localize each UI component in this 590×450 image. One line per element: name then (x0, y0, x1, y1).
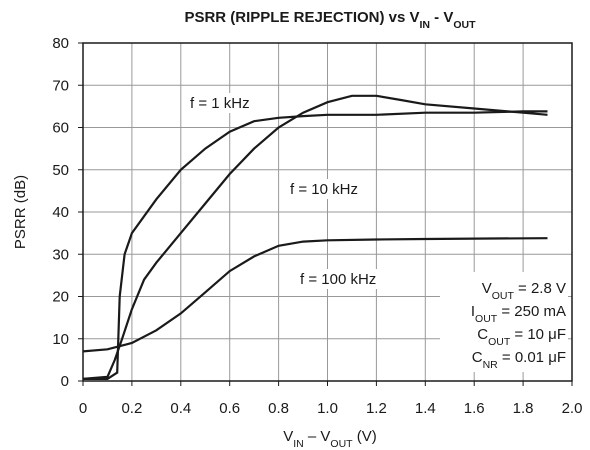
chart-title: PSRR (RIPPLE REJECTION) vs VIN - VOUT (184, 9, 476, 31)
annotation: COUT = 10 μF (477, 326, 566, 348)
chart-title-part: IN (420, 19, 431, 31)
annotation-part: = 250 mA (497, 303, 566, 320)
x-tick-label: 1.2 (366, 400, 387, 417)
y-tick-label: 60 (52, 120, 69, 137)
x-tick-label: 0.6 (219, 400, 240, 417)
x-tick-label: 2.0 (562, 400, 583, 417)
x-tick-label: 0 (79, 400, 87, 417)
annotation-part: OUT (475, 313, 498, 325)
plot-frame (82, 42, 573, 382)
annotation-part: V (482, 280, 492, 297)
chart-title-part: PSRR (RIPPLE REJECTION) vs V (184, 9, 419, 26)
chart-title-part: - V (430, 9, 453, 26)
series-label: f = 100 kHz (300, 271, 376, 288)
x-tick-label: 0.8 (268, 400, 289, 417)
series-label: f = 10 kHz (290, 181, 358, 198)
annotation-part: OUT (492, 290, 515, 302)
series-label: f = 1 kHz (190, 95, 250, 112)
y-tick-label: 30 (52, 246, 69, 263)
annotation-part: = 0.01 μF (498, 349, 566, 366)
series-label-bg (296, 269, 388, 289)
y-tick-label: 80 (52, 35, 69, 52)
annotation-bg (440, 272, 568, 372)
x-axis-label-part: – V (304, 428, 331, 445)
annotation: VOUT = 2.8 V (482, 280, 566, 302)
series-label-bg (286, 179, 369, 199)
annotation-part: C (472, 349, 483, 366)
annotation: CNR = 0.01 μF (472, 349, 566, 371)
x-tick-label: 1.6 (464, 400, 485, 417)
x-tick-label: 1.0 (317, 400, 338, 417)
y-tick-label: 20 (52, 289, 69, 306)
series-line (83, 110, 548, 380)
y-tick-label: 0 (61, 373, 69, 390)
x-axis-label-part: V (283, 428, 293, 445)
x-tick-label: 1.8 (513, 400, 534, 417)
x-axis-label-part: OUT (330, 438, 353, 450)
series-label-bg (186, 93, 261, 113)
annotation: IOUT = 250 mA (471, 303, 566, 325)
y-tick-label: 50 (52, 162, 69, 179)
x-tick-label: 0.4 (170, 400, 191, 417)
x-tick-label: 0.2 (121, 400, 142, 417)
annotation-part: = 2.8 V (514, 280, 566, 297)
x-axis-label: VIN – VOUT (V) (283, 428, 377, 450)
y-tick-label: 70 (52, 77, 69, 94)
annotation-part: = 10 μF (510, 326, 566, 343)
x-axis-label-part: IN (293, 438, 304, 450)
annotation-part: I (471, 303, 475, 320)
series-line (82, 94, 548, 380)
chart-title-part: OUT (453, 19, 476, 31)
annotation-part: OUT (488, 336, 511, 348)
x-axis-label-part: (V) (353, 428, 377, 445)
y-axis-label: PSRR (dB) (12, 175, 29, 249)
annotation-part: NR (483, 359, 499, 371)
series-line (82, 237, 548, 353)
y-tick-label: 40 (52, 204, 69, 221)
annotation-part: C (477, 326, 488, 343)
y-tick-label: 10 (52, 331, 69, 348)
x-tick-label: 1.4 (415, 400, 436, 417)
